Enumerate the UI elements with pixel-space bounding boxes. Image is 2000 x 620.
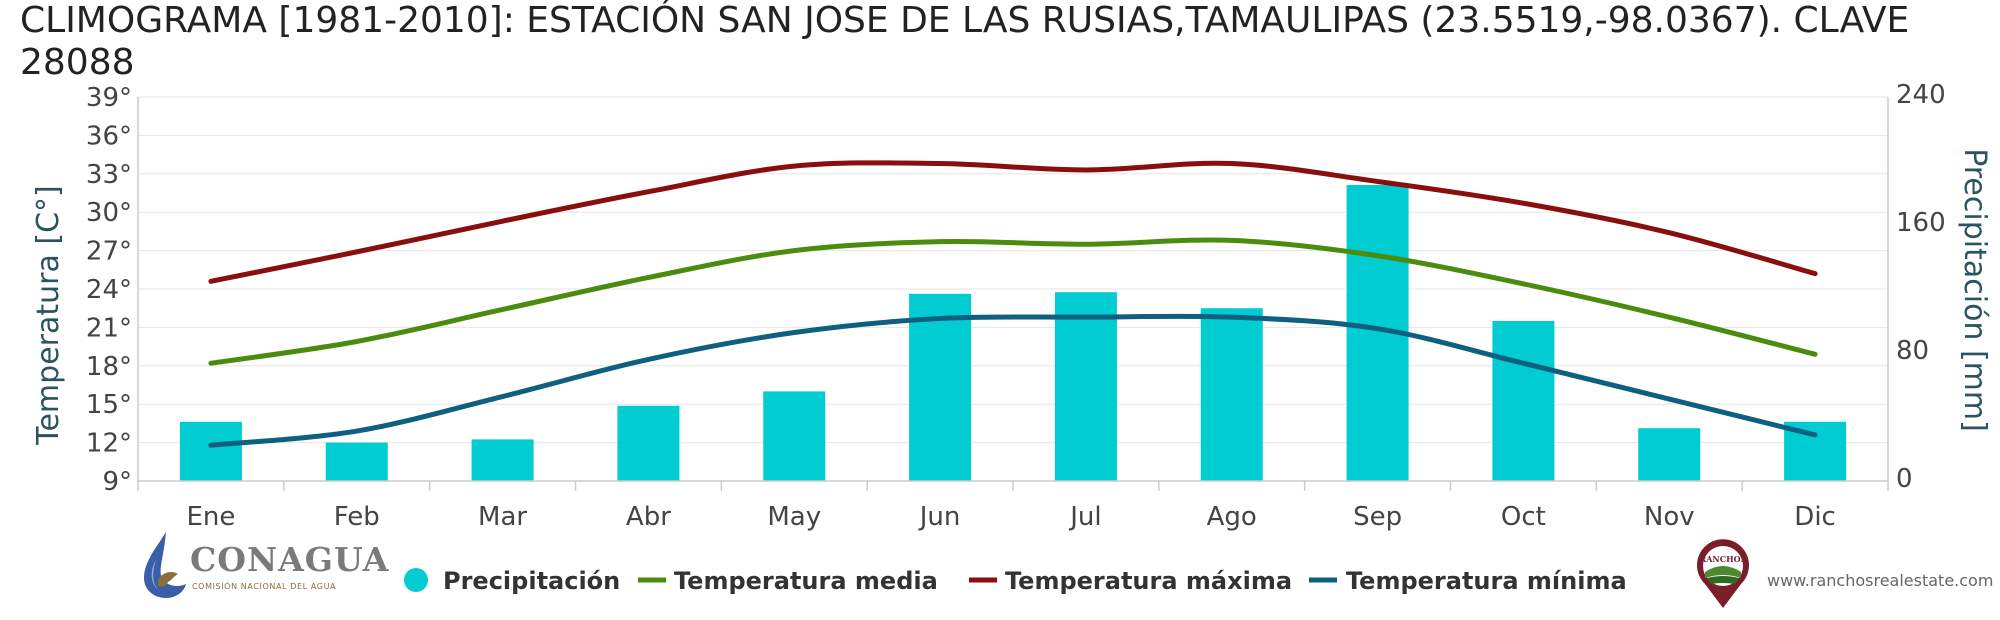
y-tick-right-label: 0 <box>1896 464 1913 494</box>
legend-label: Temperatura máxima <box>1005 567 1292 595</box>
x-tick-label-oct: Oct <box>1501 502 1546 532</box>
legend-item-temperatura-minima: Temperatura mínima <box>1309 567 1627 595</box>
x-tick-label-ago: Ago <box>1207 502 1257 532</box>
y-tick-right-label: 240 <box>1896 80 1946 110</box>
y-tick-left-label: 15° <box>86 390 132 420</box>
temperature-lines <box>208 160 1818 448</box>
y-axis-left-title: Temperatura [C°] <box>31 185 66 446</box>
y-tick-left-label: 33° <box>86 160 132 190</box>
legend: Precipitación Temperatura media Temperatur… <box>404 567 1627 595</box>
tick-labels: 39° 36° 33° 30° 27° 24° 21° 18° 15° 12° 9° 240 160 80… <box>86 80 1946 532</box>
x-tick-label-jun: Jun <box>918 502 961 532</box>
precipitation-bar-abr <box>617 405 680 481</box>
precipitation-bar-ene <box>179 421 242 481</box>
y-tick-left-label: 36° <box>86 121 132 151</box>
x-tick-label-sep: Sep <box>1353 502 1402 532</box>
legend-label: Temperatura media <box>674 567 938 595</box>
ranchos-logo-text: RANCHOS <box>1700 554 1747 564</box>
y-tick-left-label: 12° <box>86 429 132 459</box>
y-tick-left-label: 27° <box>86 237 132 267</box>
conagua-logo: CONAGUA COMISIÓN NACIONAL DEL AGUA <box>138 530 388 600</box>
axes <box>137 97 1889 491</box>
y-tick-left-label: 9° <box>102 467 132 497</box>
x-tick-label-ene: Ene <box>186 502 235 532</box>
precipitation-bar-mar <box>471 439 534 481</box>
temperature-media-line <box>208 237 1818 366</box>
legend-label: Precipitación <box>443 567 620 595</box>
x-tick-label-feb: Feb <box>334 502 380 532</box>
legend-item-temperatura-media: Temperatura media <box>638 567 938 595</box>
website-url: www.ranchosrealestate.com <box>1767 571 1994 590</box>
x-tick-label-may: May <box>767 502 821 532</box>
conagua-name: CONAGUA <box>190 540 390 579</box>
ranchos-logo: RANCHOS <box>1697 539 1749 608</box>
precipitation-bar-jun <box>909 293 972 481</box>
precipitation-bar-may <box>763 391 826 481</box>
temperature-minima-line <box>208 313 1818 448</box>
temperature-maxima-line <box>208 160 1818 284</box>
legend-label: Temperatura mínima <box>1346 567 1627 595</box>
y-tick-left-label: 24° <box>86 275 132 305</box>
legend-item-precipitacion: Precipitación <box>404 567 620 595</box>
x-tick-label-nov: Nov <box>1644 502 1695 532</box>
precipitation-bar-jul <box>1054 292 1117 481</box>
y-tick-left-label: 39° <box>86 83 132 113</box>
x-tick-label-jul: Jul <box>1068 502 1101 532</box>
precipitation-bar-oct <box>1492 321 1555 481</box>
x-tick-label-abr: Abr <box>626 502 671 532</box>
conagua-subtitle: COMISIÓN NACIONAL DEL AGUA <box>192 582 337 591</box>
y-axis-right-title: Precipitación [mm] <box>1957 148 1992 432</box>
y-tick-left-label: 30° <box>86 198 132 228</box>
y-tick-left-label: 21° <box>86 313 132 343</box>
y-tick-left-label: 18° <box>86 352 132 382</box>
x-tick-label-mar: Mar <box>478 502 527 532</box>
precipitation-bars <box>179 185 1847 481</box>
legend-item-temperatura-maxima: Temperatura máxima <box>969 567 1292 595</box>
x-tick-label-dic: Dic <box>1794 502 1836 532</box>
water-drop-eagle-icon <box>144 532 186 598</box>
y-tick-right-label: 160 <box>1896 208 1946 238</box>
legend-symbol <box>404 568 428 592</box>
chart-title: CLIMOGRAMA [1981-2010]: ESTACIÓN SAN JOS… <box>20 0 1910 83</box>
precipitation-bar-nov <box>1638 428 1701 481</box>
precipitation-bar-ago <box>1200 308 1263 481</box>
y-tick-right-label: 80 <box>1896 336 1929 366</box>
precipitation-bar-feb <box>325 442 388 481</box>
